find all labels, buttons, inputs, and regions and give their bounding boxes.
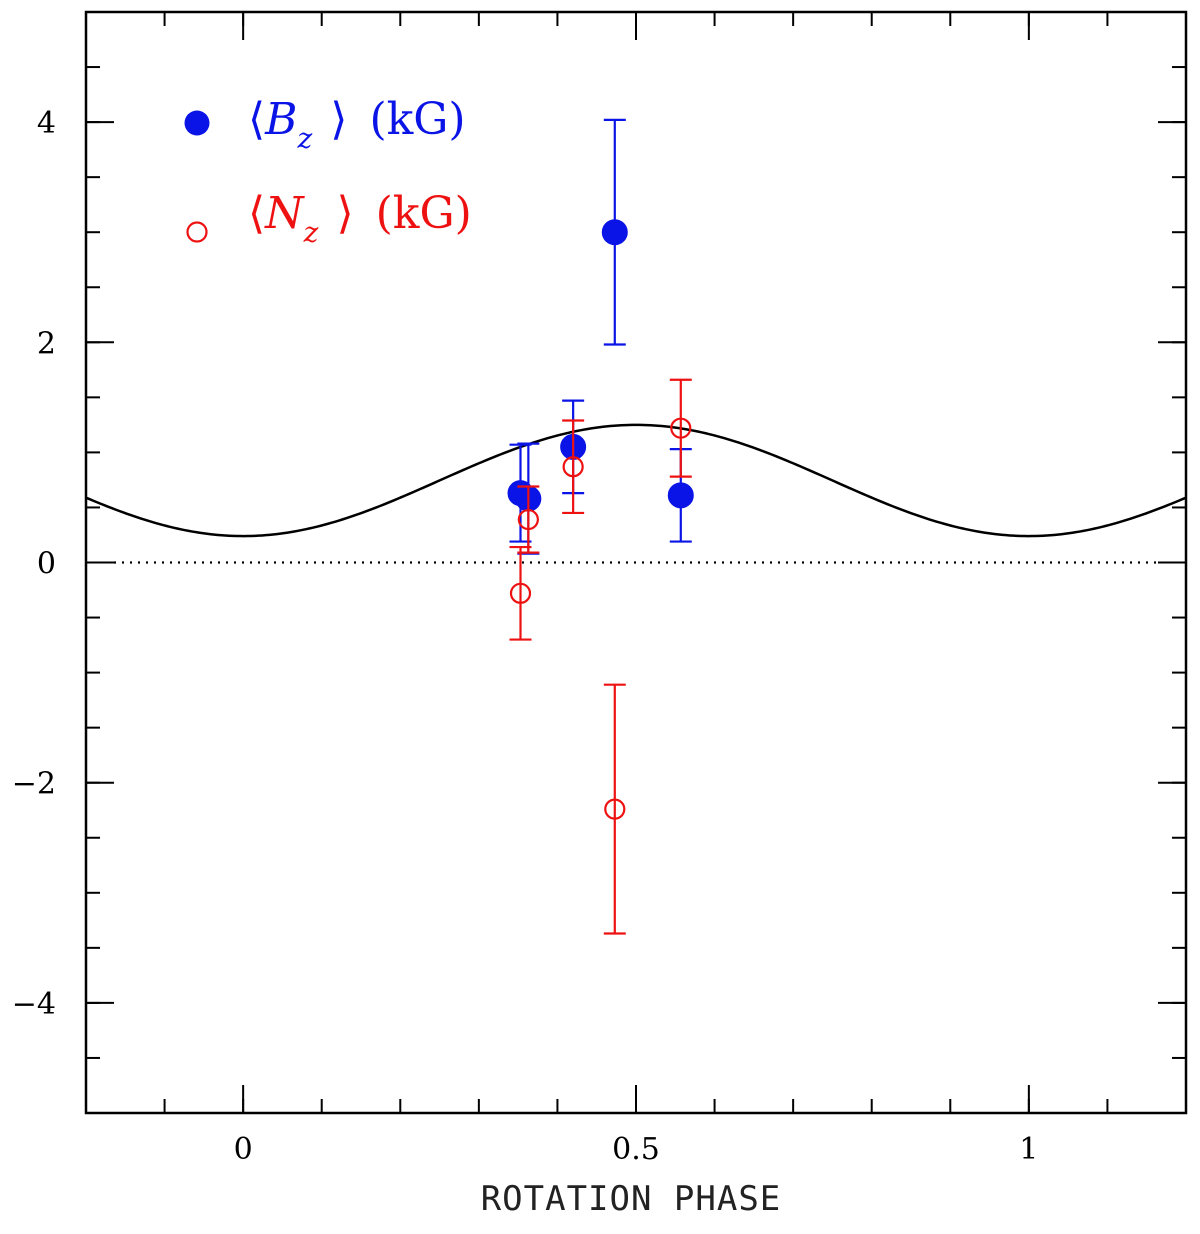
- axes: 0 0.5 1 −4 −2 0 2 4: [12, 10, 1188, 1167]
- y-tick-label: 4: [37, 106, 56, 141]
- data-point-bz: [601, 219, 628, 246]
- legend-symbol: N: [264, 188, 305, 239]
- data-points-group: [507, 118, 694, 935]
- legend-subscript: z: [297, 122, 313, 155]
- legend-open-bracket: ⟨: [248, 94, 265, 145]
- y-tick-label: −4: [12, 987, 56, 1022]
- y-tick-label: 2: [37, 326, 56, 361]
- data-point-nz: [517, 508, 539, 531]
- data-point-nz: [670, 417, 692, 439]
- data-point-nz: [509, 582, 532, 604]
- data-point-bz: [667, 482, 694, 509]
- legend-unit: (kG): [369, 94, 465, 145]
- legend-open-bracket: ⟨: [248, 188, 265, 239]
- y-tick-label: 0: [37, 547, 56, 582]
- legend-label-nz: ⟨Nz ⟩ (kG): [248, 188, 472, 249]
- y-tick-label: −2: [12, 767, 56, 802]
- x-tick-label: 1: [1019, 1132, 1038, 1167]
- x-tick-label: 0.5: [612, 1132, 660, 1167]
- x-tick-label: 0: [234, 1132, 253, 1167]
- model-curve: [85, 423, 1187, 538]
- legend-close-bracket: ⟩: [336, 188, 353, 239]
- model-curve-group: [85, 423, 1187, 538]
- data-point-nz: [562, 456, 584, 478]
- legend-marker-nz: [186, 221, 208, 243]
- legend-close-bracket: ⟩: [330, 94, 347, 145]
- x-axis-title: ROTATION PHASE: [481, 1179, 782, 1219]
- legend-unit: (kG): [376, 188, 472, 239]
- legend-label-bz: ⟨Bz ⟩ (kG): [248, 94, 466, 155]
- legend-marker-bz: [184, 110, 210, 136]
- legend: ⟨Bz ⟩ (kG) ⟨Nz ⟩ (kG): [184, 94, 472, 249]
- data-point-nz: [604, 798, 626, 820]
- legend-symbol: B: [264, 94, 297, 145]
- legend-subscript: z: [303, 216, 319, 249]
